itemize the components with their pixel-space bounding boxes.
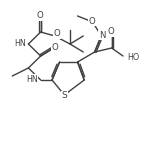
Text: N: N bbox=[99, 31, 105, 40]
Text: O: O bbox=[88, 17, 95, 26]
Text: O: O bbox=[53, 29, 60, 38]
Text: O: O bbox=[107, 28, 114, 36]
Text: O: O bbox=[51, 43, 58, 52]
Text: S: S bbox=[61, 92, 67, 100]
Text: HN: HN bbox=[26, 74, 38, 83]
Text: HO: HO bbox=[128, 52, 140, 62]
Text: HN: HN bbox=[14, 38, 26, 47]
Text: O: O bbox=[36, 12, 43, 21]
